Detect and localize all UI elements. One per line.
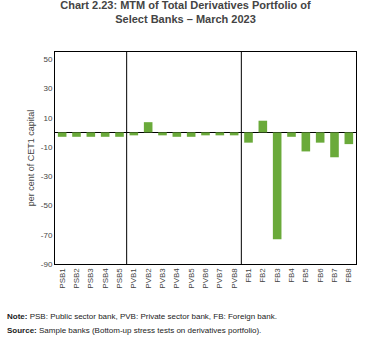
svg-text:-10: -10 — [41, 143, 53, 152]
svg-text:FB5: FB5 — [301, 268, 310, 283]
svg-text:FB2: FB2 — [258, 268, 267, 283]
svg-text:PVB7: PVB7 — [215, 268, 224, 289]
svg-text:PSB3: PSB3 — [86, 268, 95, 289]
svg-text:-70: -70 — [41, 231, 53, 240]
svg-text:50: 50 — [43, 55, 52, 64]
svg-text:PVB4: PVB4 — [172, 268, 181, 289]
svg-text:PVB3: PVB3 — [158, 268, 167, 289]
svg-text:PVB8: PVB8 — [230, 268, 239, 289]
svg-text:per cent of CET1 capital: per cent of CET1 capital — [26, 110, 36, 207]
svg-text:PVB5: PVB5 — [187, 268, 196, 289]
svg-text:PSB1: PSB1 — [58, 268, 67, 289]
svg-text:FB6: FB6 — [316, 268, 325, 283]
svg-text:-50: -50 — [41, 201, 53, 210]
svg-text:PVB2: PVB2 — [144, 268, 153, 289]
svg-text:FB7: FB7 — [330, 268, 339, 283]
svg-text:Source: Sample banks (Bottom-u: Source: Sample banks (Bottom-up stress t… — [7, 326, 261, 335]
svg-text:FB4: FB4 — [287, 268, 296, 283]
svg-text:Note: PSB: Public sector bank,: Note: PSB: Public sector bank, PVB: Priv… — [7, 312, 277, 321]
svg-text:FB3: FB3 — [273, 268, 282, 283]
svg-text:30: 30 — [43, 84, 52, 93]
svg-text:PVB1: PVB1 — [129, 268, 138, 289]
svg-text:FB1: FB1 — [244, 268, 253, 283]
svg-text:PSB4: PSB4 — [101, 268, 110, 289]
svg-text:FB8: FB8 — [344, 268, 353, 283]
svg-text:10: 10 — [43, 114, 52, 123]
svg-text:Chart 2.23: MTM of Total Deriv: Chart 2.23: MTM of Total Derivatives Por… — [60, 0, 311, 25]
svg-text:PVB6: PVB6 — [201, 268, 210, 289]
svg-text:PSB2: PSB2 — [72, 268, 81, 289]
svg-text:PSB5: PSB5 — [115, 268, 124, 289]
svg-text:-90: -90 — [41, 260, 53, 269]
svg-text:-30: -30 — [41, 172, 53, 181]
